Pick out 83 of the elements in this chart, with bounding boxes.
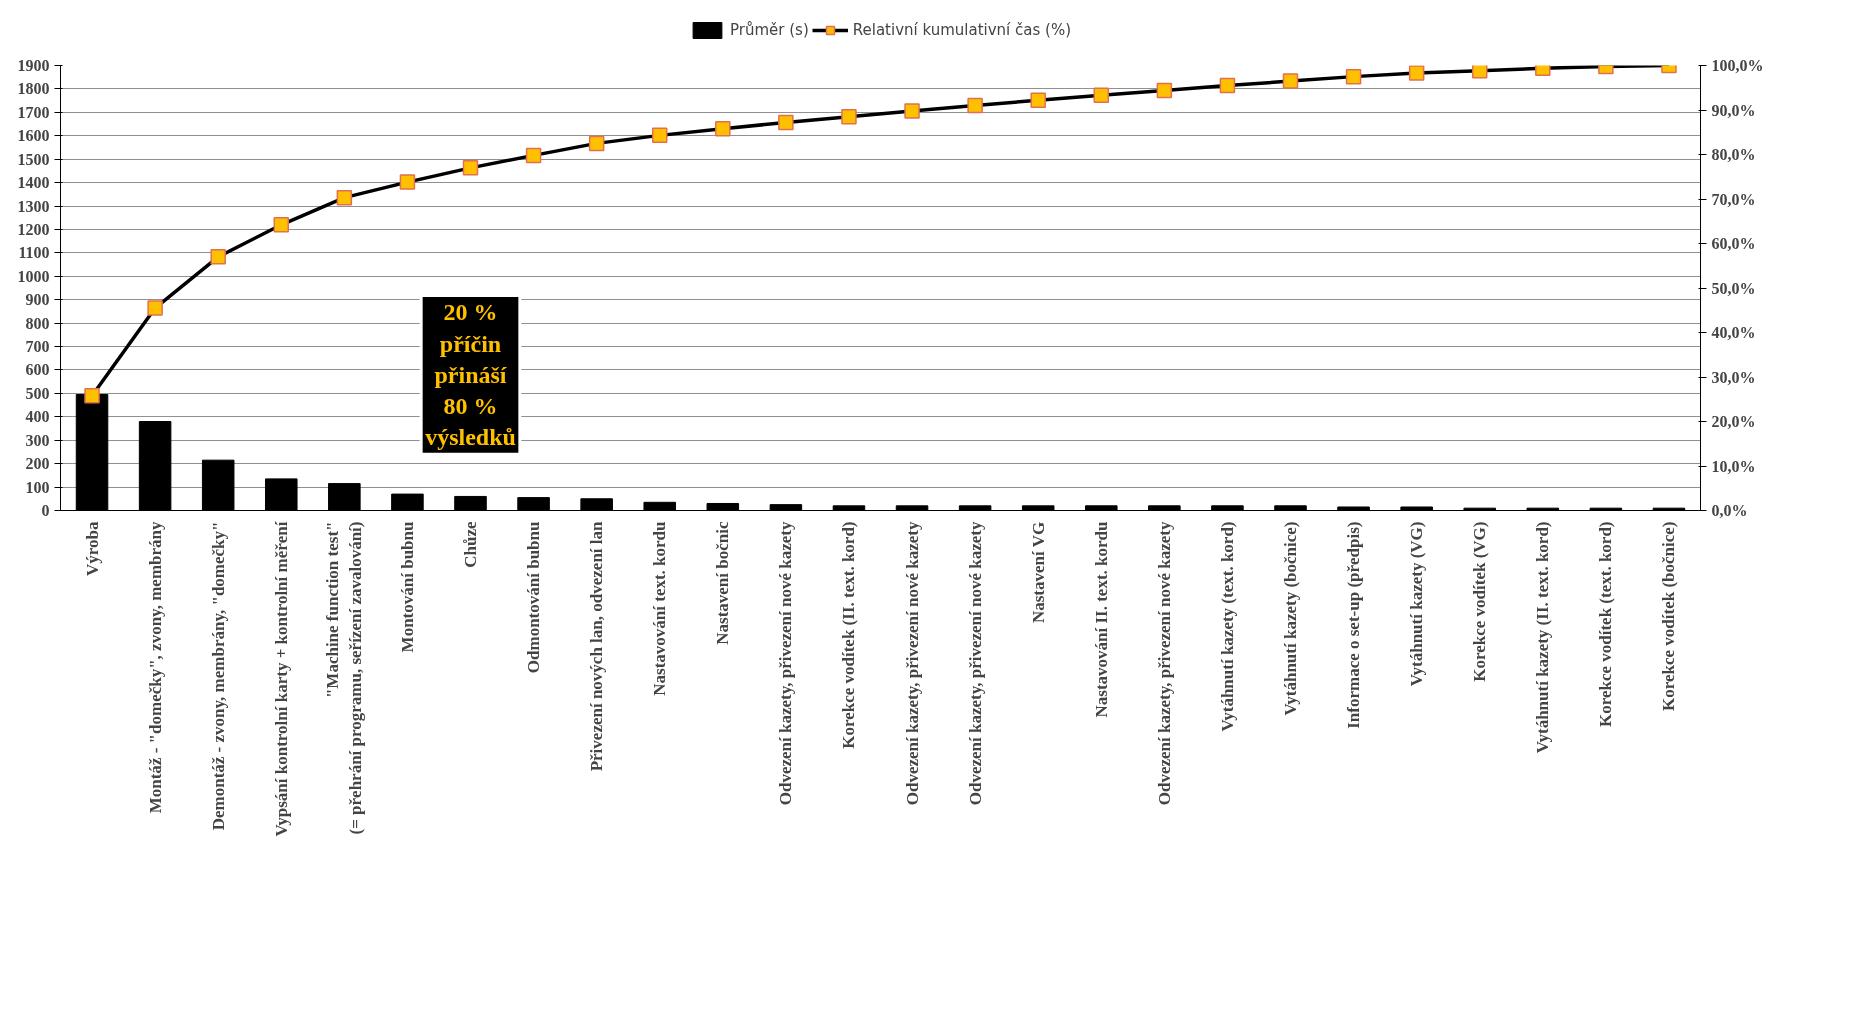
y-tick-label: 300: [25, 431, 50, 449]
y-tick-label: 500: [25, 384, 50, 402]
y-tick-label: 1400: [17, 174, 50, 192]
point: [210, 249, 226, 265]
y-tick-label: 1000: [17, 267, 50, 285]
x-tick-label: Odvezení kazety, přivezení nové kazety: [902, 521, 922, 806]
x-tick-label: Korekce vodítek (bočnice): [1659, 521, 1679, 711]
y-tick-label: 600: [25, 361, 50, 379]
point: [1282, 73, 1299, 89]
point: [399, 174, 416, 190]
y2-tick-label: 20,0%: [1711, 413, 1756, 430]
x-tick-label: Nastavení bočnic: [713, 521, 733, 645]
legend-label: Relativní kumulativní čas (%): [852, 21, 1072, 39]
point: [1156, 82, 1173, 99]
y-tick-label: 1100: [18, 244, 50, 262]
y-tick-label: 0: [41, 502, 50, 519]
x-tick-label: "Machine function test" (= přehrání programu, seřízení zavalování): [323, 521, 366, 835]
x-tick-label: Korekce vodítek (II. text. kord): [839, 521, 859, 749]
y2-tick-label: 10,0%: [1711, 457, 1756, 475]
x-tick-label: Informace o set-up (předpis): [1344, 521, 1364, 729]
y-tick-label: 700: [25, 338, 50, 356]
y-tick-label: 100: [25, 478, 50, 496]
y2-tick-label: 40,0%: [1711, 324, 1756, 341]
point: [841, 108, 857, 125]
y-tick-label: 200: [25, 455, 50, 473]
x-tick-label: Vytáhnutí kazety (II. text. kord): [1533, 521, 1553, 754]
point: [778, 114, 794, 131]
point: [1345, 68, 1362, 85]
x-tick-label: Přivezení nových lan, odvezení lan: [587, 520, 607, 772]
y-tick-label: 1600: [17, 127, 50, 145]
point: [84, 387, 100, 404]
x-tick-label: Odvezení kazety, přivezení nové kazety: [776, 521, 796, 806]
point: [904, 103, 920, 119]
point: [1471, 65, 1488, 79]
point: [336, 189, 353, 206]
y-tick-label: 1300: [17, 197, 50, 215]
point: [273, 217, 290, 233]
y2-tick-label: 100,0%: [1711, 57, 1764, 74]
x-tick-label: Nastavování text. kordu: [650, 521, 670, 696]
x-tick-label: Výroba: [82, 521, 102, 576]
point: [715, 120, 731, 137]
x-tick-label: Chůze: [461, 521, 480, 568]
point: [525, 147, 542, 164]
y-tick-label: 900: [25, 291, 50, 309]
point: [588, 135, 605, 152]
y-tick-label: 1700: [17, 103, 50, 121]
x-tick-label: Korekce vodítek (text. kord): [1596, 521, 1616, 728]
point: [1219, 77, 1236, 94]
x-tick-label: Korekce vodítek (VG): [1470, 521, 1490, 682]
x-tick-label: Nastavování II. text. kordu: [1091, 521, 1111, 718]
y-tick-label: 1900: [17, 57, 50, 74]
y2-tick-label: 50,0%: [1711, 279, 1756, 297]
x-tick-label: Montáž - "domečky", zvony, membrány: [145, 521, 165, 814]
annotation: 20 % příčin přináší 80 % výsledků: [425, 299, 516, 451]
point: [462, 160, 479, 176]
x-tick-label: Vytáhnutí kazety (bočnice): [1281, 521, 1300, 716]
x-tick-label: Odvezení kazety, přivezení nové kazety: [965, 521, 985, 806]
y-tick-label: 1800: [17, 80, 50, 98]
x-tick-label: Demontáž - zvony, membrány, "domečky": [208, 521, 228, 831]
x-tick-label: Odvezení kazety, přivezení nové kazety: [1154, 521, 1174, 806]
y2-tick-label: 70,0%: [1711, 190, 1756, 208]
y2-tick-label: 0,0%: [1711, 502, 1748, 519]
y2-tick-label: 30,0%: [1711, 368, 1756, 386]
x-tick-label: Vytáhnutí kazety (VG): [1407, 521, 1427, 687]
legend-label: Průměr (s): [729, 21, 809, 39]
x-tick-label: Montování bubnu: [397, 521, 417, 653]
y2-tick-label: 60,0%: [1711, 235, 1756, 252]
y-tick-label: 1200: [17, 220, 50, 238]
y-tick-label: 1500: [17, 150, 50, 168]
point: [967, 97, 983, 114]
y-tick-label: 400: [25, 408, 50, 426]
point: [651, 127, 668, 144]
y-tick-label: 800: [25, 314, 50, 332]
point: [1408, 65, 1425, 81]
x-tick-label: Vypsání kontrolní karty + kontrolní měření: [271, 521, 291, 837]
y2-tick-label: 80,0%: [1711, 146, 1756, 163]
point: [1030, 92, 1046, 108]
x-tick-label: Nastavení VG: [1028, 521, 1048, 624]
x-tick-label: Odmontování bubnu: [524, 521, 544, 674]
point: [147, 300, 163, 316]
x-tick-label: Vytáhnutí kazety (text. kord): [1217, 521, 1237, 732]
y2-tick-label: 90,0%: [1711, 101, 1756, 119]
point: [1093, 87, 1110, 104]
